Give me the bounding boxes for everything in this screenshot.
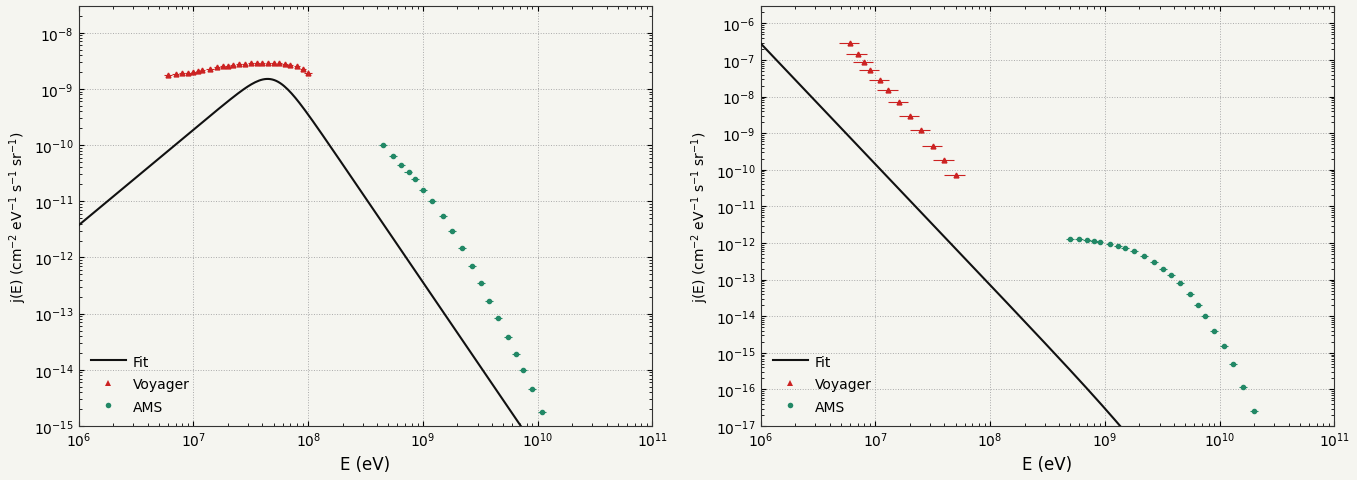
Legend: Fit, Voyager, AMS: Fit, Voyager, AMS	[768, 349, 877, 419]
Y-axis label: j(E) (cm$^{-2}$ eV$^{-1}$ s$^{-1}$ sr$^{-1}$): j(E) (cm$^{-2}$ eV$^{-1}$ s$^{-1}$ sr$^{…	[689, 131, 711, 302]
X-axis label: E (eV): E (eV)	[1022, 455, 1072, 473]
Legend: Fit, Voyager, AMS: Fit, Voyager, AMS	[85, 349, 195, 419]
Y-axis label: j(E) (cm$^{-2}$ eV$^{-1}$ s$^{-1}$ sr$^{-1}$): j(E) (cm$^{-2}$ eV$^{-1}$ s$^{-1}$ sr$^{…	[7, 131, 28, 302]
X-axis label: E (eV): E (eV)	[341, 455, 391, 473]
